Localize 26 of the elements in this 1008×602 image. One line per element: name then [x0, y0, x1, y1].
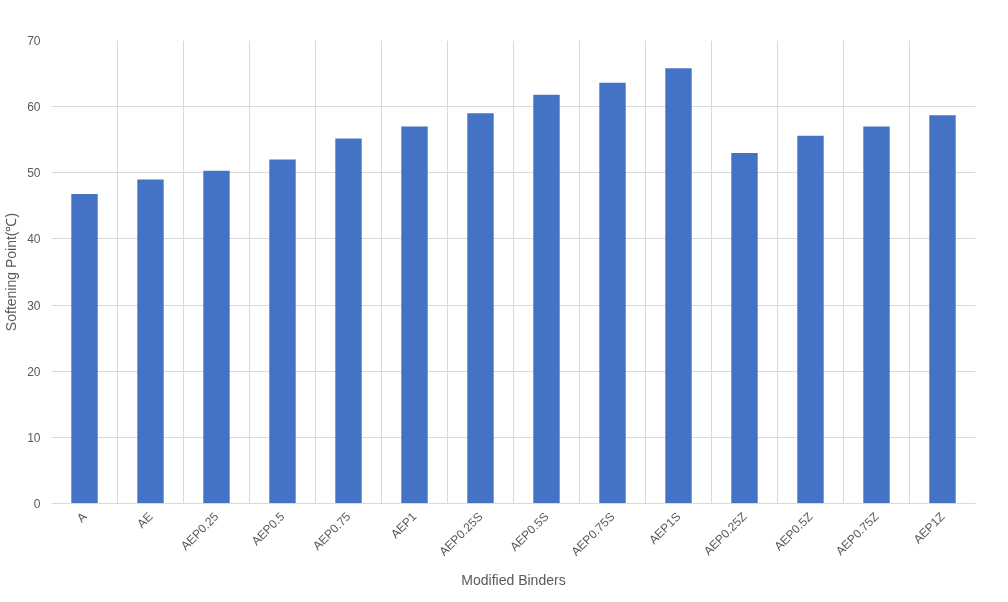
bar: [137, 179, 164, 504]
bar: [731, 152, 758, 504]
y-tick-label: 40: [27, 232, 41, 247]
bar: [533, 94, 560, 504]
y-tick-label: 10: [27, 430, 41, 445]
y-tick-label: 70: [27, 34, 41, 48]
y-axis-title: Softening Point(℃): [3, 212, 20, 332]
bar: [599, 82, 626, 504]
bar: [401, 126, 428, 504]
y-tick-label: 50: [27, 166, 41, 181]
x-tick-label: AE: [134, 509, 156, 531]
bar: [203, 170, 230, 504]
x-axis-title: Modified Binders: [461, 571, 566, 588]
bar: [71, 193, 98, 504]
y-tick-label: 30: [27, 298, 41, 313]
y-tick-label: 0: [33, 497, 41, 511]
x-tick-label: A: [73, 509, 90, 526]
bar: [665, 68, 692, 504]
bar: [335, 138, 362, 504]
bar: [929, 115, 956, 504]
bar: [269, 159, 296, 504]
bar: [863, 126, 890, 504]
bar: [467, 113, 494, 504]
y-tick-label: 20: [27, 364, 41, 379]
bar: [797, 135, 824, 504]
y-tick-label: 60: [27, 100, 41, 115]
